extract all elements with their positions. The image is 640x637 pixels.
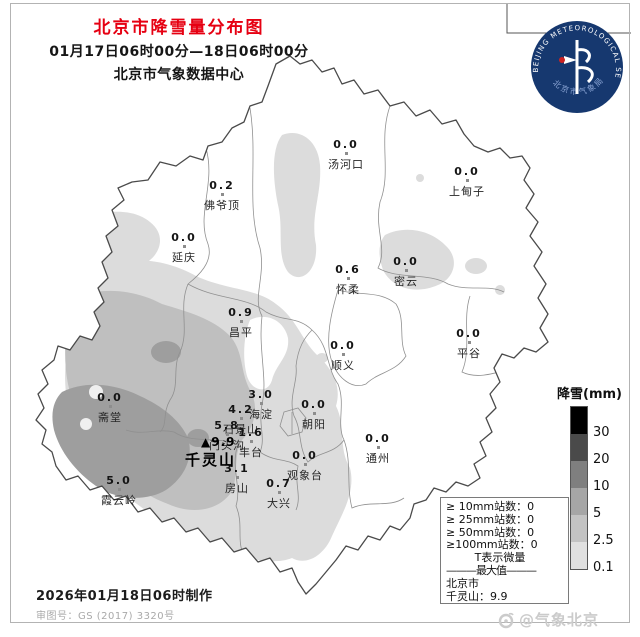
legend-swatch-5 (571, 488, 587, 515)
stats-threshold-lines: ≥ 10mm站数：0 ≥ 25mm站数：0 ≥ 50mm站数：0 ≥100mm站数：0 (446, 500, 568, 552)
map-frame (10, 3, 630, 623)
stats-line: ≥ 25mm站数：0 (446, 512, 535, 526)
map-approval-number: 审图号：GS (2017) 3320号 (36, 611, 175, 622)
legend-tick-label: 5 (593, 506, 602, 521)
max-value-header: ———最大值——— (446, 563, 537, 577)
weibo-icon (498, 612, 514, 628)
stats-line: ≥ 50mm站数：0 (446, 525, 535, 539)
watermark: @气象北京 (497, 609, 599, 630)
legend-tick-label: 0.1 (593, 560, 614, 575)
legend-body: 30 20 10 5 2.5 0.1 (557, 406, 637, 575)
legend-tick-label: 10 (593, 479, 610, 494)
legend-tick-label: 30 (593, 425, 610, 440)
peak-value: 9.9 (211, 435, 236, 449)
stats-line: ≥ 10mm站数：0 (446, 500, 535, 513)
legend-tick-label: 20 (593, 452, 610, 467)
production-time: 2026年01月18日06时制作 (36, 589, 213, 604)
snowfall-shading (52, 133, 505, 562)
peak-name: 千灵山 (185, 451, 237, 469)
vane-horn (564, 56, 577, 64)
watermark-text: @气象北京 (519, 611, 600, 629)
legend-swatch-2.5 (571, 515, 587, 542)
map-header: 北京市降雪量分布图 01月17日06时00分—18日06时00分 北京市气象数据… (28, 13, 330, 84)
wind-vane-icon (575, 40, 594, 94)
bms-logo: BEIJING METEOROLOGICAL SERVICE 北京市气象局 (528, 18, 623, 113)
peak-marker-value: ▲9.9 (201, 435, 236, 449)
page-title: 北京市降雪量分布图 (93, 18, 265, 38)
beijing-boundary-outline (35, 55, 549, 595)
legend-swatch-10 (571, 461, 587, 488)
legend-title: 降雪(mm) (557, 387, 622, 402)
peak-triangle-icon: ▲ (201, 435, 212, 449)
snowfall-legend: 降雪(mm) 30 20 10 5 2.5 0.1 (557, 383, 637, 575)
legend-swatch-30 (571, 407, 587, 434)
max-region: 北京市 (446, 576, 479, 590)
stats-box: ≥ 10mm站数：0 ≥ 25mm站数：0 ≥ 50mm站数：0 ≥100mm站数：0… (440, 497, 569, 604)
time-range: 01月17日06时00分—18日06时00分 (49, 44, 309, 60)
map-footer: 2026年01月18日06时制作 审图号：GS (2017) 3320号 (36, 585, 212, 622)
vane-red-dot (559, 57, 565, 63)
trace-note: T表示微量 (474, 551, 526, 565)
data-source: 北京市气象数据中心 (113, 67, 245, 83)
legend-tick-label: 2.5 (593, 533, 614, 548)
legend-swatch-20 (571, 434, 587, 461)
max-station-value: 千灵山：9.9 (446, 589, 508, 603)
legend-swatch-column (570, 406, 588, 570)
legend-swatch-0.1 (571, 542, 587, 569)
stats-line: ≥100mm站数：0 (446, 538, 538, 552)
